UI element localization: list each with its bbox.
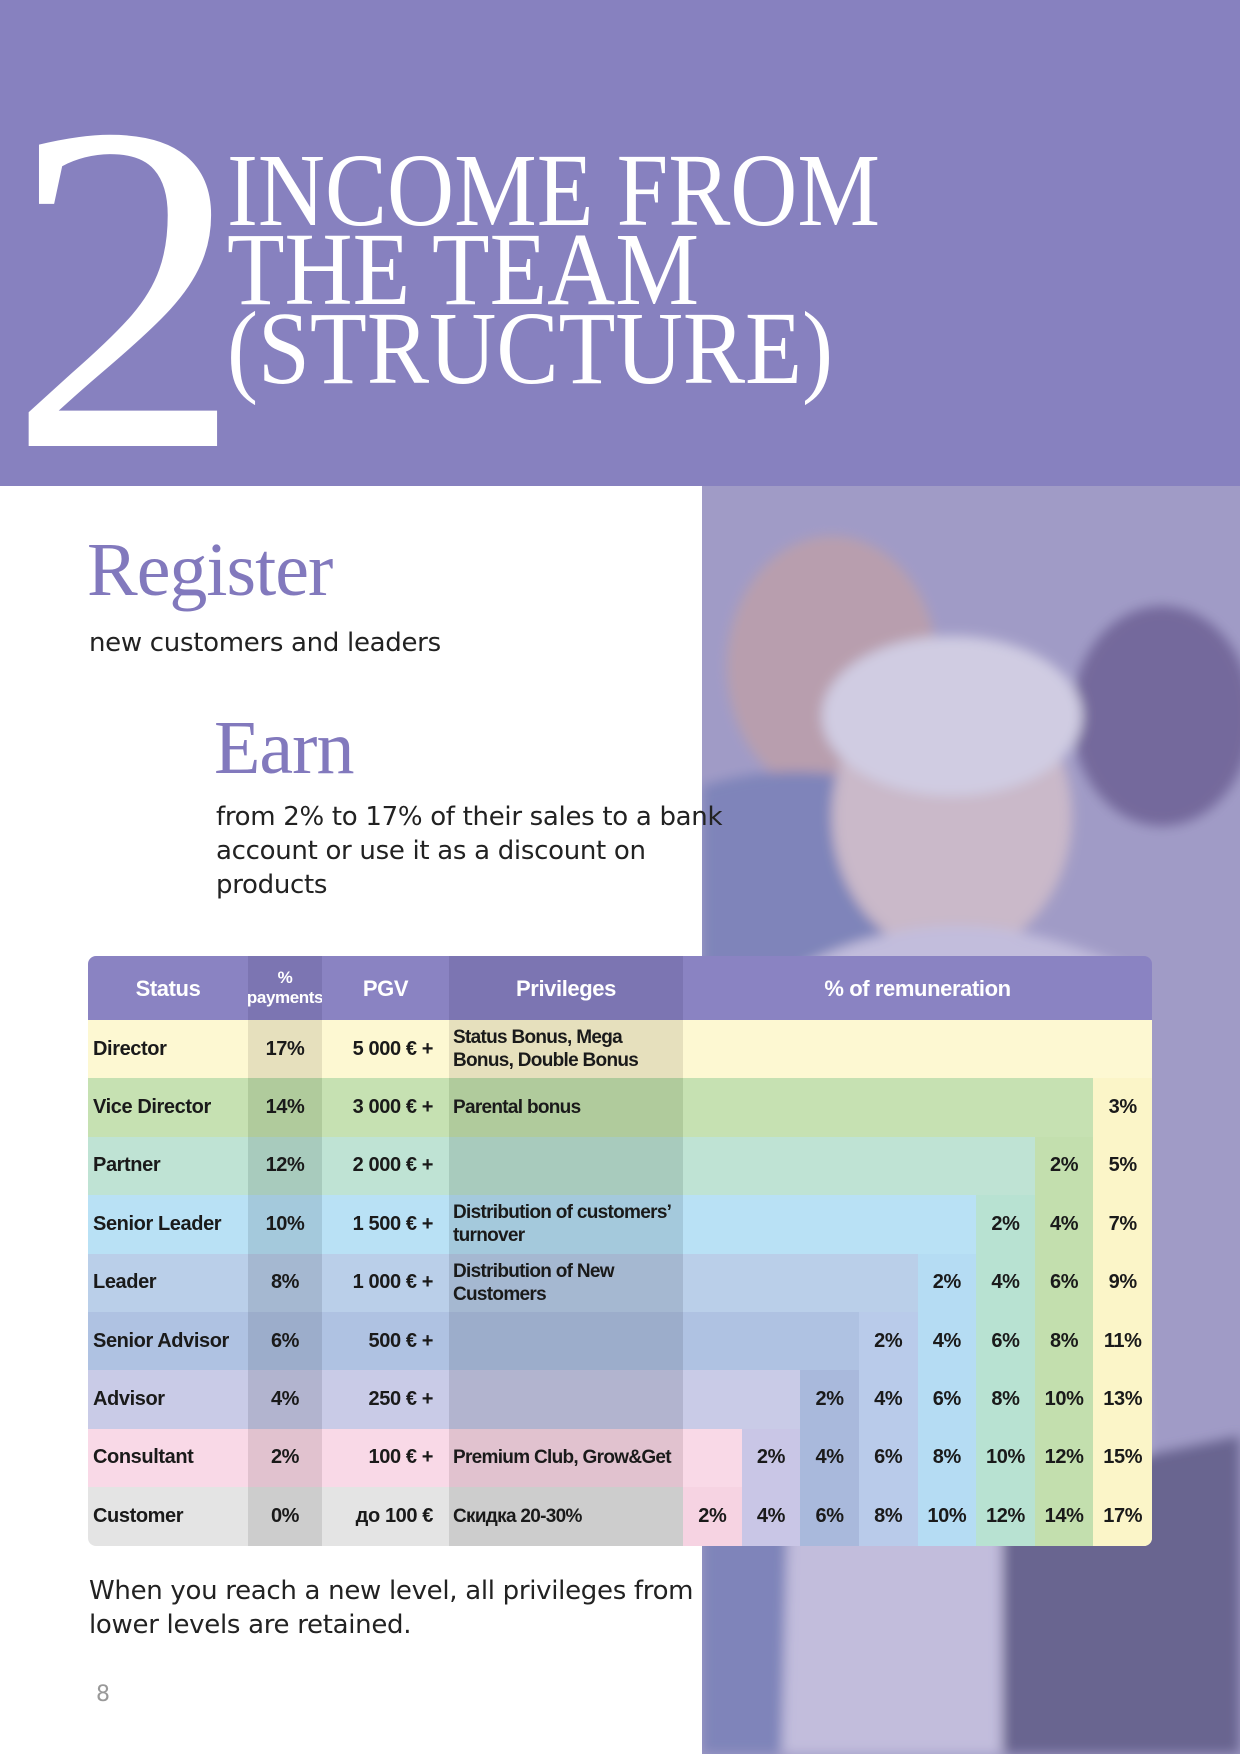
remuneration-cell: 8% — [917, 1428, 977, 1488]
remuneration-cell: 2% — [741, 1428, 801, 1488]
remuneration-row — [683, 1078, 1152, 1137]
earn-text: from 2% to 17% of their sales to a bank … — [216, 800, 723, 902]
remuneration-cell: 11% — [1093, 1312, 1152, 1371]
remuneration-cell: 14% — [1034, 1487, 1094, 1546]
remuneration-cell: 6% — [1034, 1253, 1094, 1312]
status-cell: Senior Advisor — [88, 1312, 248, 1371]
pgv-cell: 1 000 € + — [322, 1253, 449, 1312]
remuneration-cell: 4% — [800, 1428, 859, 1488]
title-line: INCOME FROM — [227, 133, 880, 248]
privileges-cell: Premium Club, Grow&Get — [449, 1428, 683, 1488]
header-cell: % of remuneration — [683, 956, 1152, 1020]
text-line: from 2% to 17% of their sales to a bank — [216, 802, 723, 832]
remuneration-cell: 2% — [683, 1487, 742, 1546]
title-line: THE TEAM — [227, 212, 699, 327]
remuneration-cell: 12% — [1034, 1428, 1094, 1488]
privileges-cell — [449, 1370, 683, 1429]
remuneration-cell: 8% — [976, 1370, 1035, 1429]
remuneration-cell: 2% — [917, 1253, 977, 1312]
chapter-number: 2 — [8, 27, 243, 486]
remuneration-cell: 6% — [800, 1487, 859, 1546]
pgv-cell: 100 € + — [322, 1428, 449, 1488]
text-line: When you reach a new level, all privileg… — [89, 1576, 694, 1606]
status-cell: Customer — [88, 1487, 248, 1546]
remuneration-cell: 10% — [917, 1487, 977, 1546]
remuneration-cell: 2% — [858, 1312, 918, 1371]
remuneration-cell: 4% — [741, 1487, 801, 1546]
status-cell: Consultant — [88, 1428, 248, 1488]
payments-cell: 17% — [248, 1020, 322, 1079]
remuneration-cell: 5% — [1093, 1136, 1152, 1196]
privileges-cell: Parental bonus — [449, 1078, 683, 1137]
payments-cell: 2% — [248, 1428, 322, 1488]
payments-cell: 10% — [248, 1195, 322, 1254]
payments-cell: 4% — [248, 1370, 322, 1429]
privileges-cell: Status Bonus, Mega Bonus, Double Bonus — [449, 1020, 683, 1079]
payments-cell: 12% — [248, 1136, 322, 1196]
privileges-cell: Distribution of customers’ turnover — [449, 1195, 683, 1254]
remuneration-cell: 2% — [1034, 1136, 1094, 1196]
status-cell: Advisor — [88, 1370, 248, 1429]
status-cell: Partner — [88, 1136, 248, 1196]
text-line: lower levels are retained. — [89, 1610, 412, 1640]
header-cell: Privileges — [449, 956, 683, 1020]
remuneration-cell: 9% — [1093, 1253, 1152, 1312]
header-cell: Status — [88, 956, 248, 1020]
remuneration-cell: 4% — [976, 1253, 1035, 1312]
page-number: 8 — [96, 1682, 110, 1707]
privileges-cell: Скидка 20-30% — [449, 1487, 683, 1546]
remuneration-cell: 7% — [1093, 1195, 1152, 1254]
text-line: products — [216, 870, 328, 900]
remuneration-cell: 6% — [858, 1428, 918, 1488]
remuneration-cell: 10% — [1034, 1370, 1094, 1429]
register-heading: Register — [87, 528, 333, 612]
remuneration-cell: 15% — [1093, 1428, 1152, 1488]
remuneration-cell: 2% — [800, 1370, 859, 1429]
remuneration-cell: 13% — [1093, 1370, 1152, 1429]
pgv-cell: 3 000 € + — [322, 1078, 449, 1137]
register-text: new customers and leaders — [89, 628, 441, 658]
pgv-cell: 2 000 € + — [322, 1136, 449, 1196]
payments-cell: 14% — [248, 1078, 322, 1137]
pgv-cell: 250 € + — [322, 1370, 449, 1429]
header: 2 INCOME FROM THE TEAM (STRUCTURE) — [0, 0, 1240, 486]
earn-heading: Earn — [214, 706, 354, 790]
privileges-cell: Distribution of New Customers — [449, 1253, 683, 1312]
remuneration-cell: 6% — [976, 1312, 1035, 1371]
remuneration-cell: 8% — [1034, 1312, 1094, 1371]
remuneration-cell: 10% — [976, 1428, 1035, 1488]
remuneration-cell: 3% — [1093, 1078, 1152, 1137]
remuneration-row — [683, 1020, 1152, 1079]
remuneration-cell: 4% — [858, 1370, 918, 1429]
remuneration-cell: 17% — [1093, 1487, 1152, 1546]
payments-cell: 0% — [248, 1487, 322, 1546]
remuneration-cell: 4% — [917, 1312, 977, 1371]
pgv-cell: 1 500 € + — [322, 1195, 449, 1254]
status-cell: Director — [88, 1020, 248, 1079]
remuneration-cell: 6% — [917, 1370, 977, 1429]
pgv-cell: до 100 € — [322, 1487, 449, 1546]
note: When you reach a new level, all privileg… — [89, 1574, 694, 1642]
privileges-cell — [449, 1312, 683, 1371]
remuneration-cell: 12% — [976, 1487, 1035, 1546]
status-cell: Leader — [88, 1253, 248, 1312]
header-band — [0, 0, 1240, 486]
pgv-cell: 5 000 € + — [322, 1020, 449, 1079]
remuneration-cell: 2% — [976, 1195, 1035, 1254]
remuneration-cell: 4% — [1034, 1195, 1094, 1254]
status-cell: Vice Director — [88, 1078, 248, 1137]
text-line: account or use it as a discount on — [216, 836, 646, 866]
remuneration-cell: 8% — [858, 1487, 918, 1546]
pgv-cell: 500 € + — [322, 1312, 449, 1371]
privileges-cell — [449, 1136, 683, 1196]
table: Status% payments PGV Privileges% of remune… — [88, 956, 1152, 1546]
header-cell: PGV — [322, 956, 449, 1020]
title-line: (STRUCTURE) — [227, 291, 833, 406]
payments-cell: 6% — [248, 1312, 322, 1371]
header-cell: % payments — [247, 956, 323, 1020]
payments-cell: 8% — [248, 1253, 322, 1312]
status-cell: Senior Leader — [88, 1195, 248, 1254]
